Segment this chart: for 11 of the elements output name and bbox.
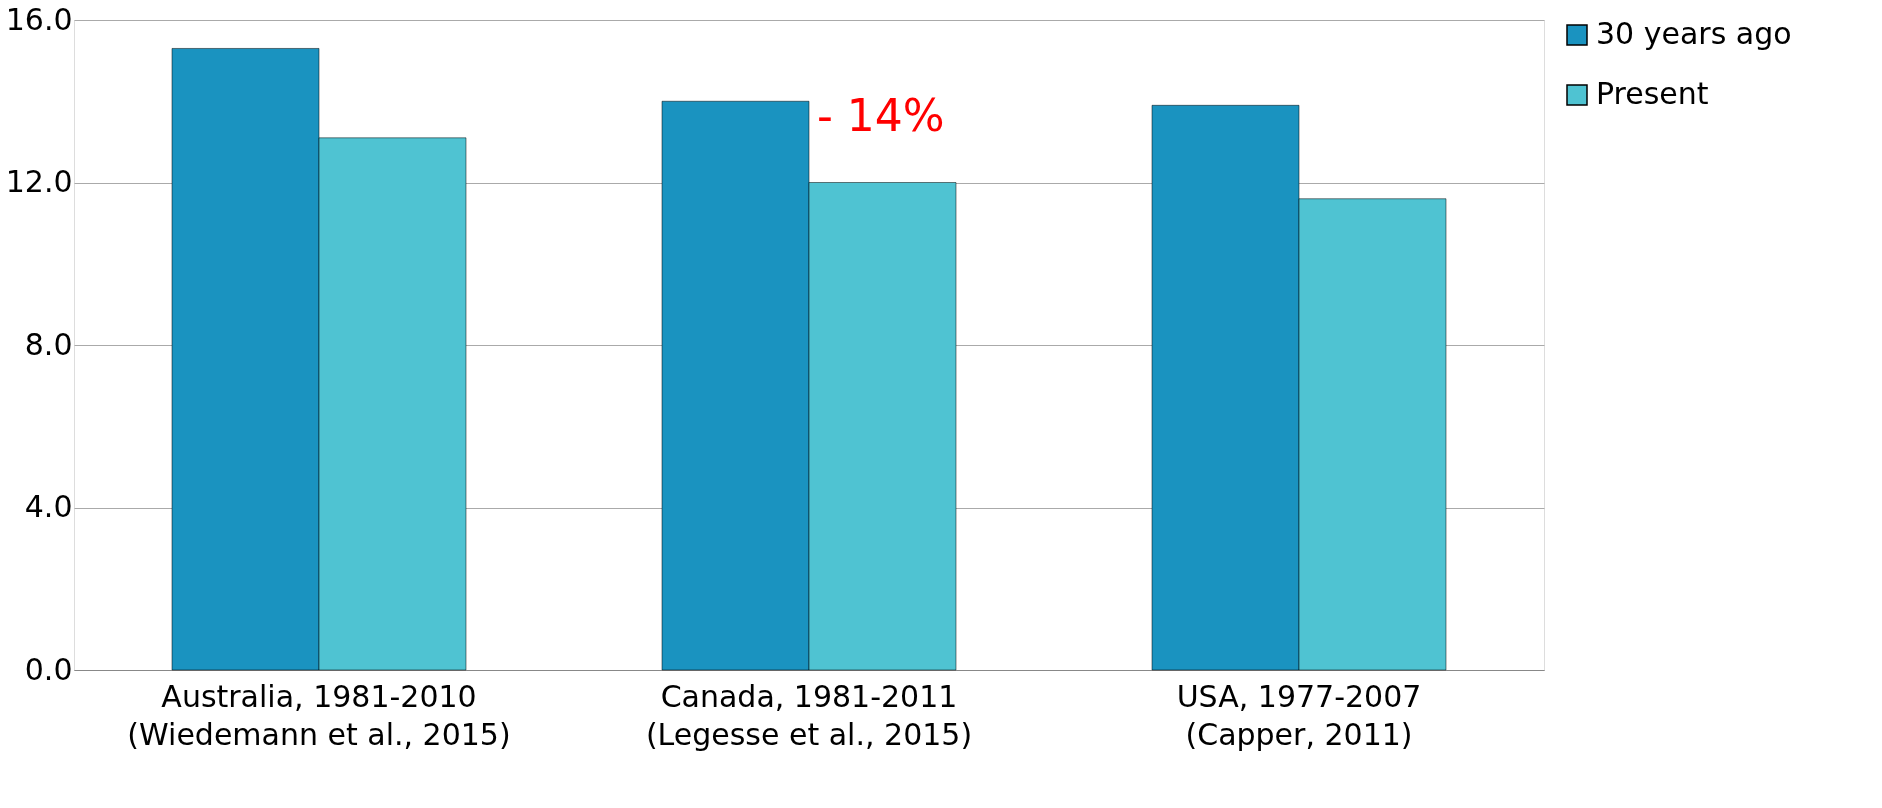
y-tick-label: 0.0 <box>24 651 73 687</box>
x-tick-label: Canada, 1981-2011 (Legesse et al., 2015) <box>645 678 973 752</box>
y-tick-label: 4.0 <box>24 489 73 524</box>
y-tick-label: 12.0 <box>5 164 73 199</box>
x-tick-label: Australia, 1981-2010 (Wiedemann et al., 2015) <box>127 678 511 752</box>
y-tick-label: 8.0 <box>24 326 73 362</box>
legend-label: Present <box>1596 76 1709 111</box>
y-tick-label: 16.0 <box>5 1 73 37</box>
legend-label: 30 years ago <box>1596 16 1792 51</box>
annotation: - 14% <box>817 89 945 141</box>
x-tick-label: USA, 1977-2007 (Capper, 2011) <box>1176 678 1422 752</box>
